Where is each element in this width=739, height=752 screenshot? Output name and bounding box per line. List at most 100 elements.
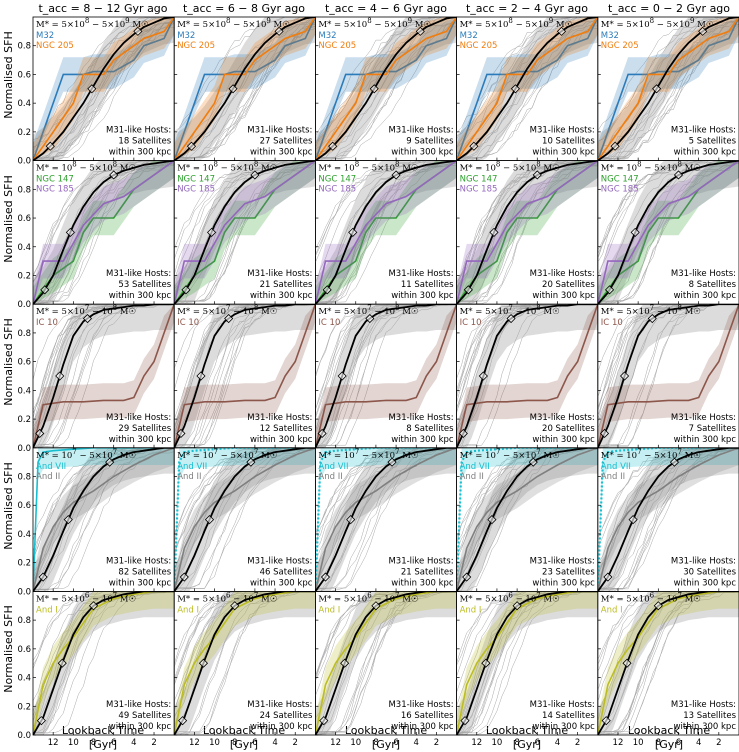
individual-sfh-line — [315, 447, 457, 572]
median-sfh-line — [315, 304, 457, 448]
plot-area — [597, 304, 739, 448]
individual-sfh-line — [174, 304, 316, 426]
median-spread-band — [315, 591, 457, 735]
galaxy-legend-and-vii: And VII — [177, 462, 207, 472]
galaxy-band-1 — [33, 447, 175, 592]
individual-sfh-line — [33, 21, 175, 161]
x-axis-unit-4: [Gyr] — [513, 738, 541, 751]
galaxy-band-0 — [456, 447, 598, 592]
individual-sfh-line — [33, 304, 175, 448]
individual-sfh-line — [174, 591, 316, 735]
galaxy-sfh-line-0 — [597, 447, 739, 592]
panel-r2-c1: 0.0 0.2 0.4 0.6 0.8 M* = 108 − 5×108 M☉NGC 14… — [17, 160, 175, 310]
y-tick-label: 0.6 — [17, 70, 31, 80]
individual-sfh-line — [315, 163, 457, 304]
individual-sfh-line — [174, 304, 316, 435]
y-tick-label: 0.2 — [17, 702, 31, 712]
galaxy-legend-ngc-185: NGC 185 — [460, 185, 498, 195]
individual-sfh-line — [456, 591, 598, 706]
individual-sfh-line — [33, 304, 175, 411]
individual-sfh-line — [174, 447, 316, 589]
satellite-count: 8 Satellites — [406, 424, 454, 434]
mass-range-label: M* = 5×107 − 108 M☉ — [460, 304, 561, 317]
mass-range-label: M* = 5×106 − 107 M☉ — [318, 591, 419, 604]
individual-sfh-line — [174, 449, 316, 591]
median-sfh-line — [456, 591, 598, 736]
individual-sfh-line — [315, 591, 457, 735]
galaxy-sfh-line-0 — [315, 17, 457, 161]
galaxy-band-0 — [597, 304, 739, 448]
y-tick-label: 0.4 — [17, 386, 31, 396]
x-axis-label-4: Lookback Time — [486, 724, 569, 737]
individual-sfh-line — [174, 447, 316, 542]
individual-sfh-line — [174, 17, 316, 161]
median-marker — [105, 457, 115, 467]
y-tick-label: 0.6 — [17, 501, 31, 511]
individual-sfh-line — [33, 591, 175, 736]
galaxy-legend-ic-10: IC 10 — [177, 318, 199, 328]
individual-sfh-line — [597, 447, 739, 539]
host-label: M31-like Hosts: — [388, 700, 453, 710]
plot-area — [174, 160, 316, 305]
individual-sfh-line — [33, 591, 175, 722]
y-tick-label: 0.8 — [17, 329, 31, 339]
individual-sfh-line — [597, 21, 739, 161]
x-tick-label: 8 — [373, 738, 378, 748]
x-tick-label: 4 — [131, 738, 136, 748]
host-radius-label: within 300 kpc — [391, 722, 454, 732]
galaxy-legend-and-ii: And II — [177, 472, 201, 482]
individual-sfh-line — [597, 591, 739, 673]
host-radius-label: within 300 kpc — [532, 148, 595, 158]
individual-sfh-line — [33, 304, 175, 419]
x-tick-label: 10 — [209, 738, 220, 748]
individual-sfh-line — [174, 304, 316, 448]
galaxy-sfh-line-0 — [315, 591, 457, 736]
individual-sfh-line — [456, 17, 598, 148]
column-title-1: t_acc = 8 − 12 Gyr ago — [38, 2, 167, 15]
galaxy-sfh-line-0 — [597, 304, 739, 448]
galaxy-sfh-line-0 — [174, 17, 316, 161]
individual-sfh-line — [174, 447, 316, 535]
x-tick-label: 2 — [151, 738, 156, 748]
x-tick-label: 10 — [350, 738, 361, 748]
galaxy-legend-ngc-147: NGC 147 — [318, 175, 356, 185]
individual-sfh-line — [456, 304, 598, 414]
galaxy-sfh-line-1 — [33, 160, 175, 305]
satellite-count: 10 Satellites — [542, 137, 595, 147]
galaxy-legend-ngc-185: NGC 185 — [318, 185, 356, 195]
satellite-count: 11 Satellites — [401, 280, 454, 290]
median-marker — [340, 658, 350, 668]
x-tick-label: 4 — [696, 738, 701, 748]
x-tick-label: 2 — [434, 738, 439, 748]
median-marker — [673, 170, 684, 180]
x-tick-label: 6 — [111, 738, 116, 748]
individual-sfh-line — [597, 591, 739, 703]
individual-sfh-line — [315, 591, 457, 734]
host-radius-label: within 300 kpc — [674, 578, 737, 588]
individual-sfh-line — [315, 447, 457, 546]
galaxy-legend-ngc-147: NGC 147 — [601, 175, 639, 185]
individual-sfh-line — [174, 447, 316, 553]
individual-sfh-line — [33, 22, 175, 159]
individual-sfh-line — [33, 591, 175, 666]
individual-sfh-line — [174, 160, 316, 289]
galaxy-legend-ngc-205: NGC 205 — [460, 41, 498, 51]
plot-area — [456, 17, 598, 161]
x-tick-label: 6 — [676, 738, 681, 748]
y-tick-label: 0.4 — [17, 243, 31, 253]
median-sfh-line — [315, 447, 457, 592]
median-marker — [653, 601, 663, 611]
individual-sfh-line — [597, 17, 739, 142]
individual-sfh-line — [456, 447, 598, 552]
x-tick-label: 2 — [575, 738, 580, 748]
individual-sfh-line — [456, 304, 598, 403]
galaxy-legend-ic-10: IC 10 — [460, 318, 482, 328]
galaxy-band-0 — [456, 160, 598, 305]
individual-sfh-line — [33, 18, 175, 158]
individual-sfh-line — [456, 17, 598, 140]
individual-sfh-line — [597, 591, 739, 729]
individual-sfh-line — [33, 304, 175, 448]
median-sfh-line — [315, 17, 457, 161]
median-marker — [228, 84, 238, 94]
individual-sfh-line — [174, 304, 316, 448]
